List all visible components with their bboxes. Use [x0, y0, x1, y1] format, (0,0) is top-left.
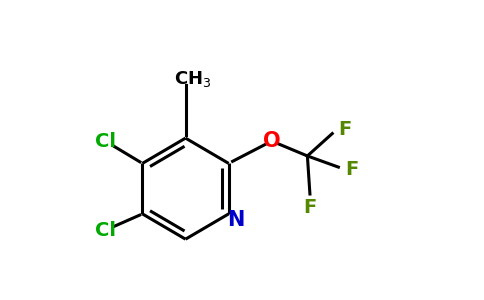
Text: CH$_3$: CH$_3$ [174, 69, 212, 89]
Text: Cl: Cl [95, 221, 116, 240]
Text: F: F [346, 160, 359, 179]
Text: N: N [227, 210, 245, 230]
Text: F: F [338, 120, 351, 139]
Text: Cl: Cl [95, 132, 116, 151]
Text: O: O [263, 131, 281, 151]
Text: F: F [304, 199, 317, 218]
